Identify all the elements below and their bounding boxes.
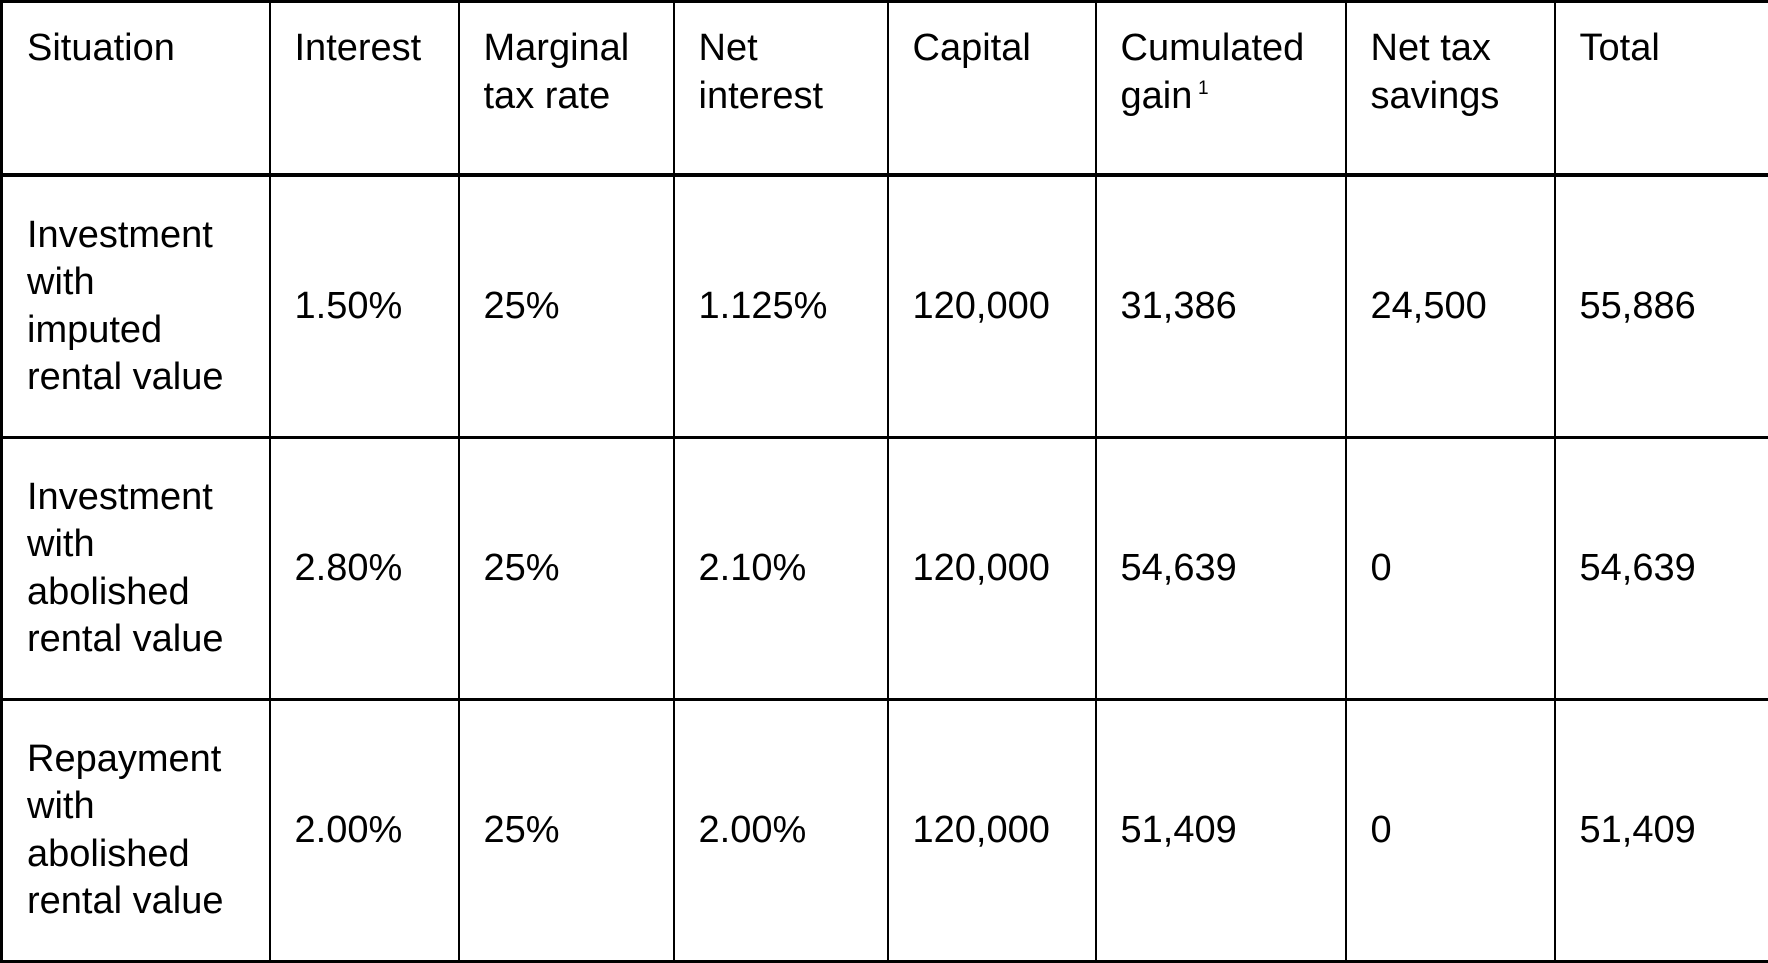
column-header-label: Total (1580, 27, 1660, 69)
column-header-interest: Interest (270, 2, 459, 176)
cell-situation: Repayment with abolished rental value (2, 700, 270, 962)
column-header-label: Interest (295, 27, 422, 69)
cell-cumulated-gain: 54,639 (1096, 438, 1346, 700)
cell-marginal-tax-rate: 25% (459, 438, 674, 700)
cell-net-interest: 2.00% (674, 700, 888, 962)
column-header-capital: Capital (888, 2, 1096, 176)
column-header-net-interest: Net interest (674, 2, 888, 176)
column-header-label: Capital (913, 27, 1031, 69)
cell-situation: Investment with abolished rental value (2, 438, 270, 700)
column-header-marginal-tax-rate: Marginal tax rate (459, 2, 674, 176)
cell-marginal-tax-rate: 25% (459, 175, 674, 438)
cell-net-interest: 2.10% (674, 438, 888, 700)
cell-total: 54,639 (1555, 438, 1768, 700)
column-header-label: Situation (27, 27, 175, 69)
table-row-repayment-abolished: Repayment with abolished rental value 2.… (2, 700, 1768, 962)
footnote-marker: 1 (1198, 78, 1209, 99)
cell-net-tax-savings: 24,500 (1346, 175, 1555, 438)
cell-net-interest: 1.125% (674, 175, 888, 438)
column-header-label: Net tax savings (1371, 27, 1500, 117)
cell-net-tax-savings: 0 (1346, 700, 1555, 962)
table-row-investment-imputed: Investment with imputed rental value 1.5… (2, 175, 1768, 438)
cell-net-tax-savings: 0 (1346, 438, 1555, 700)
table-row-investment-abolished: Investment with abolished rental value 2… (2, 438, 1768, 700)
cell-situation: Investment with imputed rental value (2, 175, 270, 438)
cell-interest: 2.00% (270, 700, 459, 962)
cell-cumulated-gain: 51,409 (1096, 700, 1346, 962)
cell-marginal-tax-rate: 25% (459, 700, 674, 962)
column-header-net-tax-savings: Net tax savings (1346, 2, 1555, 176)
table-body: Investment with imputed rental value 1.5… (2, 175, 1768, 962)
cell-capital: 120,000 (888, 700, 1096, 962)
cell-interest: 2.80% (270, 438, 459, 700)
column-header-total: Total (1555, 2, 1768, 176)
cell-interest: 1.50% (270, 175, 459, 438)
cell-total: 51,409 (1555, 700, 1768, 962)
cell-cumulated-gain: 31,386 (1096, 175, 1346, 438)
column-header-situation: Situation (2, 2, 270, 176)
column-header-label: Marginal tax rate (484, 27, 630, 117)
column-header-label: Cumulated gain (1121, 27, 1305, 117)
table-header: Situation Interest Marginal tax rate Net… (2, 2, 1768, 176)
cell-capital: 120,000 (888, 438, 1096, 700)
cell-capital: 120,000 (888, 175, 1096, 438)
column-header-label: Net interest (699, 27, 824, 117)
header-row: Situation Interest Marginal tax rate Net… (2, 2, 1768, 176)
cell-total: 55,886 (1555, 175, 1768, 438)
